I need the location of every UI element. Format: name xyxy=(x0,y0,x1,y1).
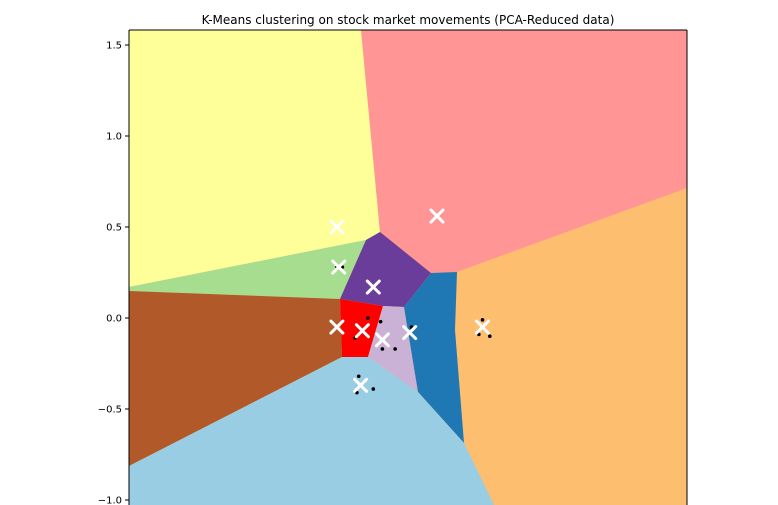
centroid-marker xyxy=(353,377,369,393)
data-point xyxy=(380,347,385,351)
centroid-marker xyxy=(365,279,381,295)
y-ticks: 1.5 1.0 0.5 0.0 −0.5 −1.0 xyxy=(98,41,129,505)
data-point xyxy=(378,319,383,324)
centroid-marker xyxy=(429,208,445,224)
centroid-marker xyxy=(402,325,418,341)
region-brown xyxy=(129,291,342,466)
y-tick-label: −0.5 xyxy=(98,405,122,416)
chart-title: K-Means clustering on stock market movem… xyxy=(202,13,615,27)
data-points xyxy=(335,265,492,395)
region-light-green xyxy=(129,240,366,299)
y-tick-label: 1.0 xyxy=(106,132,122,143)
data-point xyxy=(356,374,361,379)
data-point xyxy=(480,318,485,322)
data-point xyxy=(393,347,397,351)
centroid-marker xyxy=(331,259,347,275)
decision-regions xyxy=(129,30,687,505)
y-tick-label: 0.0 xyxy=(106,314,122,325)
region-purple xyxy=(340,232,431,307)
y-tick-label: −1.0 xyxy=(98,496,122,505)
axes xyxy=(128,29,688,505)
data-point xyxy=(366,316,370,320)
region-orange xyxy=(455,188,687,505)
data-point xyxy=(487,334,492,339)
centroid-marker xyxy=(329,219,345,235)
region-blue xyxy=(404,272,464,443)
centroid-marker xyxy=(329,319,345,335)
y-tick-label: 1.5 xyxy=(106,41,122,52)
centroid-marker xyxy=(475,319,490,335)
centroid-marker xyxy=(354,323,370,339)
region-yellow xyxy=(129,30,380,287)
centroid-markers xyxy=(329,208,490,393)
centroid-marker xyxy=(374,332,390,348)
region-light-blue xyxy=(129,357,494,505)
y-tick-label: 0.5 xyxy=(106,223,122,234)
data-point xyxy=(371,387,376,391)
